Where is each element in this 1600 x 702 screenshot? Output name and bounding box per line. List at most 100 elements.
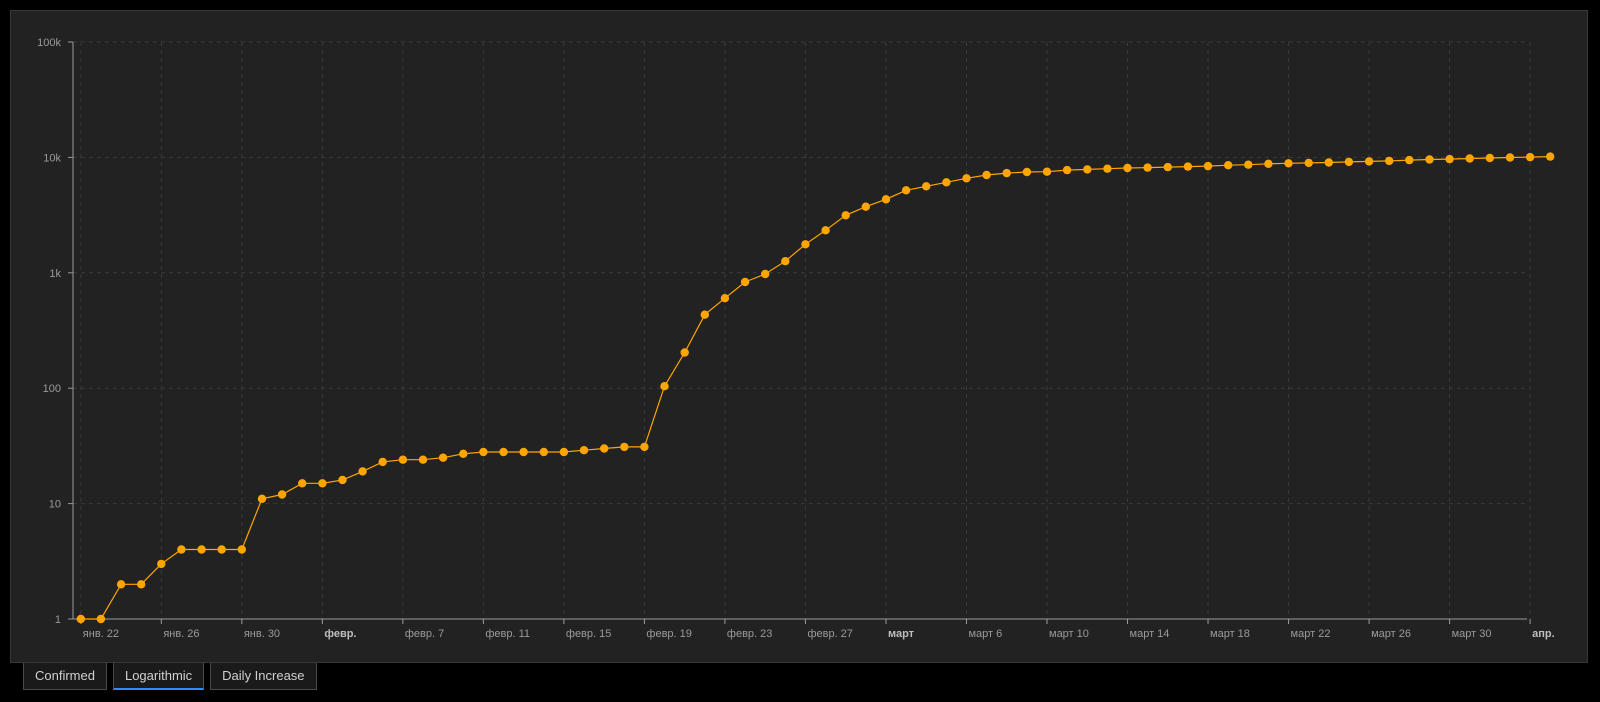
data-point[interactable]	[1304, 158, 1313, 168]
data-point[interactable]	[640, 442, 649, 452]
data-point[interactable]	[1203, 161, 1213, 171]
x-tick-label: янв. 26	[163, 628, 199, 640]
data-point[interactable]	[600, 444, 609, 453]
data-point[interactable]	[1324, 158, 1334, 167]
data-point[interactable]	[378, 457, 387, 467]
data-point[interactable]	[1103, 164, 1112, 173]
data-point[interactable]	[398, 455, 408, 464]
data-point[interactable]	[116, 580, 126, 589]
data-point[interactable]	[1505, 153, 1515, 162]
tab-logarithmic[interactable]: Logarithmic	[112, 663, 205, 690]
y-axis-tick-labels: 1 10 100 1k 10k 100k	[37, 37, 61, 626]
data-point[interactable]	[338, 475, 347, 485]
x-tick-label: февр. 7	[405, 628, 444, 640]
data-point[interactable]	[217, 545, 226, 554]
data-point[interactable]	[76, 614, 86, 624]
data-point[interactable]	[720, 294, 730, 303]
data-point[interactable]	[197, 545, 206, 554]
data-point[interactable]	[438, 453, 448, 462]
data-point[interactable]	[157, 559, 166, 569]
data-point[interactable]	[519, 447, 528, 457]
data-point[interactable]	[499, 447, 508, 457]
x-tick-label: февр. 23	[727, 628, 772, 640]
y-tick-label: 100k	[37, 37, 61, 49]
x-axis-tick-labels: янв. 22 янв. 26 янв. 30 февр. февр. 7 февр. 1…	[83, 628, 1555, 640]
x-tick-label: февр. 19	[646, 628, 691, 640]
data-point[interactable]	[1546, 152, 1555, 161]
data-point[interactable]	[479, 447, 488, 457]
data-point[interactable]	[881, 195, 891, 204]
data-point[interactable]	[982, 170, 991, 180]
tab-daily-increase[interactable]: Daily Increase	[210, 663, 317, 690]
data-point[interactable]	[1123, 163, 1132, 173]
data-point[interactable]	[358, 467, 367, 476]
data-point[interactable]	[942, 178, 951, 187]
data-point[interactable]	[861, 202, 870, 211]
data-point[interactable]	[801, 240, 810, 249]
data-point[interactable]	[96, 614, 106, 624]
x-tick-label: апр.	[1532, 628, 1555, 640]
data-point[interactable]	[298, 479, 307, 488]
data-point[interactable]	[137, 580, 146, 589]
y-tick-label: 100	[43, 383, 61, 395]
data-point[interactable]	[318, 479, 327, 488]
grid	[73, 41, 1531, 619]
data-point[interactable]	[1244, 160, 1253, 169]
data-point[interactable]	[459, 449, 468, 458]
data-point[interactable]	[1062, 165, 1072, 175]
data-point[interactable]	[418, 455, 428, 464]
data-point[interactable]	[821, 226, 830, 235]
data-point[interactable]	[962, 174, 971, 183]
axes	[68, 41, 1531, 624]
data-point[interactable]	[1525, 152, 1535, 162]
data-point[interactable]	[761, 269, 770, 279]
data-point[interactable]	[237, 545, 246, 554]
x-tick-label: март 26	[1371, 628, 1411, 640]
data-point[interactable]	[1143, 163, 1152, 172]
data-point[interactable]	[1002, 168, 1011, 178]
data-point[interactable]	[1425, 155, 1434, 164]
x-tick-label: март 14	[1130, 628, 1170, 640]
data-point[interactable]	[1364, 157, 1374, 166]
x-tick-label: февр.	[324, 628, 356, 640]
x-tick-label: янв. 30	[244, 628, 280, 640]
x-tick-label: февр. 27	[807, 628, 852, 640]
data-point[interactable]	[277, 490, 287, 499]
data-point[interactable]	[1022, 167, 1032, 177]
data-point[interactable]	[1042, 167, 1052, 176]
data-point[interactable]	[1344, 157, 1354, 167]
tab-confirmed[interactable]: Confirmed	[23, 663, 107, 690]
data-point[interactable]	[1224, 161, 1233, 170]
data-point[interactable]	[740, 277, 750, 287]
data-point[interactable]	[1163, 162, 1173, 172]
data-point[interactable]	[700, 310, 709, 319]
data-point[interactable]	[579, 446, 589, 455]
x-tick-label: февр. 15	[566, 628, 611, 640]
data-point[interactable]	[1485, 153, 1495, 163]
data-point[interactable]	[680, 348, 689, 357]
data-point[interactable]	[781, 257, 790, 266]
data-point[interactable]	[1405, 155, 1414, 165]
data-point[interactable]	[1083, 165, 1092, 174]
data-point[interactable]	[177, 545, 186, 554]
data-point[interactable]	[1284, 159, 1293, 168]
data-point[interactable]	[1445, 154, 1454, 164]
data-point[interactable]	[539, 447, 548, 457]
data-point[interactable]	[922, 182, 931, 191]
data-point[interactable]	[1183, 162, 1193, 171]
data-point[interactable]	[257, 494, 267, 503]
x-tick-label: март 18	[1210, 628, 1250, 640]
x-tick-label: янв. 22	[83, 628, 119, 640]
x-tick-label: март 22	[1291, 628, 1331, 640]
data-point[interactable]	[841, 211, 850, 220]
data-point[interactable]	[901, 186, 911, 195]
data-point[interactable]	[1465, 154, 1474, 163]
data-point[interactable]	[1385, 156, 1394, 166]
chart-mode-tabs: Confirmed Logarithmic Daily Increase	[23, 663, 323, 690]
data-point[interactable]	[660, 382, 669, 391]
series-points[interactable]	[76, 152, 1555, 624]
data-point[interactable]	[1264, 159, 1273, 168]
data-point[interactable]	[620, 442, 629, 452]
data-point[interactable]	[559, 447, 569, 457]
y-tick-label: 1k	[49, 268, 61, 280]
